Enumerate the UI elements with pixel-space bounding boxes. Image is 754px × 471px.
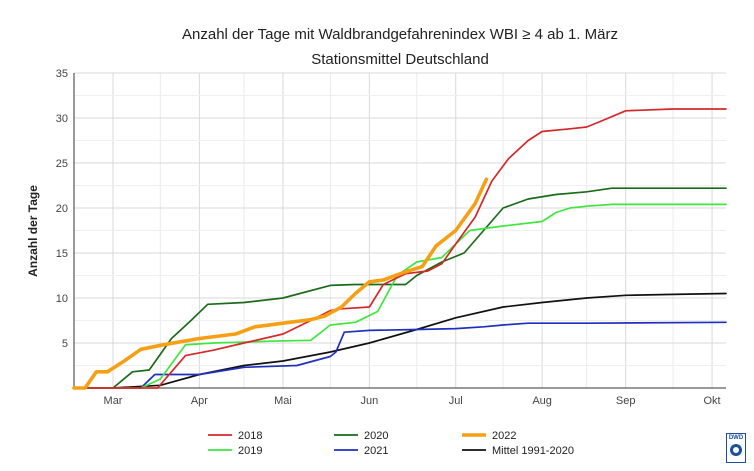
series-line-2022 — [72, 177, 489, 390]
legend-label: 2020 — [364, 430, 388, 442]
y-tick-label: 20 — [56, 203, 68, 215]
plot-area: 5 10 15 20 25 30 35 Mar Apr Mai Jun Jul Aug Sep Okt — [56, 68, 727, 407]
dwd-logo: DWD — [726, 433, 746, 463]
x-tick-label: Sep — [616, 395, 636, 407]
y-tick-label: 5 — [62, 338, 68, 350]
y-tick-label: 30 — [56, 113, 68, 125]
y-tick-label: 35 — [56, 68, 68, 80]
dwd-logo-letters: DWD — [728, 435, 744, 441]
x-tick-label: Mar — [104, 395, 123, 407]
legend: 2018 2019 2020 2021 2022 Mittel 1991-2020 — [208, 430, 574, 457]
y-tick-label: 15 — [56, 248, 68, 260]
x-tick-label: Apr — [191, 395, 208, 407]
legend-label: 2018 — [238, 430, 262, 442]
x-tick-label: Okt — [704, 395, 721, 407]
legend-label: Mittel 1991-2020 — [492, 445, 574, 457]
series-line-2020 — [73, 187, 727, 389]
x-tick-label: Jul — [449, 395, 463, 407]
series-line-2018 — [73, 108, 727, 389]
series-line-2019 — [73, 203, 727, 389]
x-tick-label: Jun — [360, 395, 378, 407]
dwd-swirl-icon — [730, 444, 742, 456]
y-tick-label: 10 — [56, 293, 68, 305]
x-tick-label: Aug — [532, 395, 552, 407]
chart-title: Anzahl der Tage mit Waldbrandgefahrenind… — [182, 26, 618, 43]
y-axis-label: Anzahl der Tage — [26, 185, 40, 277]
series-line-mittel-1991-2020 — [73, 292, 727, 389]
chart-subtitle: Stationsmittel Deutschland — [311, 51, 489, 68]
y-tick-label: 25 — [56, 158, 68, 170]
series-line-2021 — [73, 321, 727, 389]
legend-label: 2022 — [492, 430, 516, 442]
legend-label: 2019 — [238, 445, 262, 457]
x-tick-label: Mai — [274, 395, 292, 407]
legend-label: 2021 — [364, 445, 388, 457]
